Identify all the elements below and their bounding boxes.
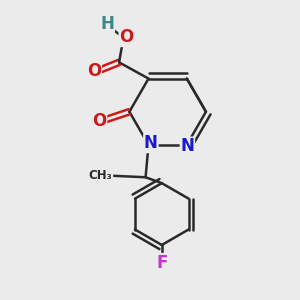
Text: CH₃: CH₃ — [89, 169, 112, 182]
Text: N: N — [181, 137, 194, 155]
Text: F: F — [156, 254, 167, 272]
Text: N: N — [144, 134, 158, 152]
Text: H: H — [100, 15, 114, 33]
Text: O: O — [92, 112, 106, 130]
Text: O: O — [119, 28, 134, 46]
Text: O: O — [87, 62, 101, 80]
